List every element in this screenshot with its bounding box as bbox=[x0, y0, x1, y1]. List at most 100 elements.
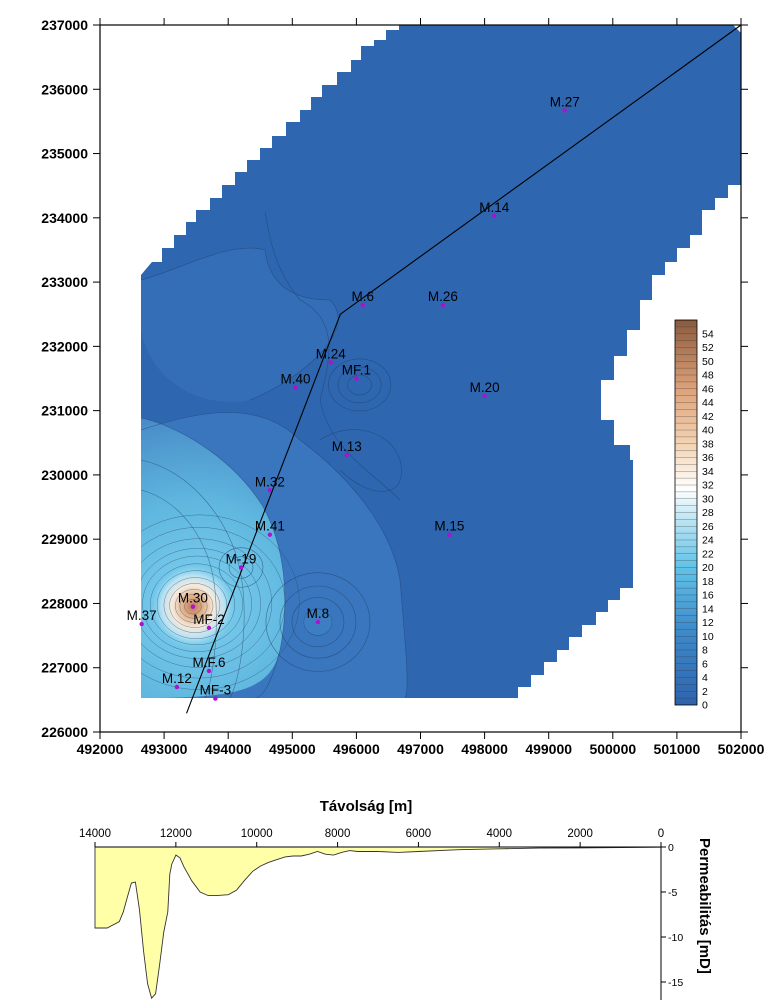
profile-plot-area bbox=[95, 847, 661, 1000]
colorbar-label: 10 bbox=[702, 631, 714, 643]
well-label: M.41 bbox=[255, 519, 285, 534]
well-label: M.26 bbox=[428, 289, 458, 304]
y-tick-label: 226000 bbox=[41, 724, 88, 740]
well-marker: M.30 bbox=[178, 591, 208, 609]
colorbar-label: 18 bbox=[702, 576, 714, 588]
colorbar-label: 20 bbox=[702, 562, 714, 574]
profile-area bbox=[94, 846, 662, 1000]
well-dot bbox=[354, 376, 359, 381]
profile-y-axis: 0 -5 -10 -15 bbox=[661, 842, 683, 989]
y-tick-label: 229000 bbox=[41, 531, 88, 547]
well-label: M.24 bbox=[316, 346, 347, 361]
profile-x-tick-label: 12000 bbox=[160, 828, 192, 840]
well-dot bbox=[562, 108, 567, 113]
x-tick-label: 498000 bbox=[461, 741, 508, 757]
colorbar-label: 2 bbox=[702, 686, 708, 698]
well-marker: M.15 bbox=[434, 519, 464, 537]
well-dot bbox=[206, 625, 212, 631]
y-tick-label: 230000 bbox=[41, 467, 88, 483]
well-label: M.6 bbox=[352, 289, 375, 304]
profile-x-tick-label: 2000 bbox=[567, 828, 593, 840]
x-tick-label: 493000 bbox=[141, 741, 188, 757]
colorbar: 0246810121416182022242628303234363840424… bbox=[674, 319, 714, 712]
profile-x-label: Távolság [m] bbox=[320, 798, 413, 815]
x-tick-label: 499000 bbox=[525, 741, 572, 757]
well-dot bbox=[315, 619, 321, 625]
colorbar-label: 4 bbox=[702, 672, 708, 684]
well-marker: M.6 bbox=[352, 289, 375, 308]
colorbar-label: 16 bbox=[702, 590, 714, 602]
y-tick-label: 233000 bbox=[41, 274, 88, 290]
colorbar-label: 6 bbox=[702, 658, 708, 670]
well-dot bbox=[174, 684, 180, 690]
well-label: M.37 bbox=[127, 608, 157, 623]
well-dot bbox=[267, 532, 273, 537]
well-label: MF-2 bbox=[193, 612, 225, 627]
well-dot bbox=[482, 393, 487, 399]
colorbar-label: 32 bbox=[702, 480, 714, 492]
well-dot bbox=[190, 604, 196, 609]
well-label: M.15 bbox=[434, 519, 464, 534]
well-marker: M.27 bbox=[550, 94, 580, 113]
well-marker: M.12 bbox=[162, 671, 192, 690]
colorbar-label: 30 bbox=[702, 493, 714, 505]
well-marker: M.26 bbox=[428, 289, 458, 308]
profile-x-tick-label: 6000 bbox=[406, 828, 432, 840]
profile-y-tick-label: -15 bbox=[668, 977, 683, 989]
colorbar-label: 36 bbox=[702, 452, 714, 464]
well-dot bbox=[238, 565, 244, 570]
well-label: M.8 bbox=[307, 606, 330, 621]
well-marker: M.8 bbox=[307, 606, 330, 625]
well-dot bbox=[440, 303, 446, 308]
well-marker: MF-3 bbox=[200, 683, 232, 701]
well-label: M.12 bbox=[162, 671, 192, 686]
colorbar-label: 0 bbox=[702, 700, 708, 712]
profile-x-axis: 14000 12000 10000 8000 6000 4000 2000 0 bbox=[79, 828, 664, 847]
well-dot bbox=[492, 213, 497, 219]
well-marker: M.32 bbox=[255, 474, 285, 493]
well-marker: M-19 bbox=[226, 551, 256, 570]
well-marker: M.41 bbox=[255, 519, 285, 537]
y-tick-label: 227000 bbox=[41, 660, 88, 676]
well-label: MF-3 bbox=[200, 683, 232, 698]
colorbar-label: 14 bbox=[702, 603, 714, 615]
well-label: M.F.6 bbox=[192, 655, 225, 670]
well-dot bbox=[213, 696, 218, 701]
colorbar-label: 28 bbox=[702, 507, 714, 519]
profile-x-tick-label: 0 bbox=[658, 828, 664, 840]
y-tick-label: 237000 bbox=[41, 17, 88, 33]
profile-chart: 14000 12000 10000 8000 6000 4000 2000 0 0 -5 -10 -… bbox=[79, 798, 713, 1000]
y-tick-label: 228000 bbox=[41, 595, 88, 611]
colorbar-label: 44 bbox=[702, 397, 714, 409]
colorbar-label: 52 bbox=[702, 342, 714, 354]
colorbar-label: 22 bbox=[702, 548, 714, 560]
well-dot bbox=[293, 385, 298, 390]
profile-y-tick-label: 0 bbox=[668, 842, 674, 854]
colorbar-label: 24 bbox=[702, 535, 714, 547]
well-marker: M.13 bbox=[332, 439, 362, 458]
well-label: M.40 bbox=[280, 371, 310, 386]
well-marker: MF.1 bbox=[342, 363, 371, 381]
profile-y-tick-label: -5 bbox=[668, 887, 677, 899]
well-label: M.27 bbox=[550, 94, 580, 109]
well-marker: M.F.6 bbox=[192, 655, 225, 674]
y-tick-label: 231000 bbox=[41, 403, 88, 419]
well-markers: M.27 M.14 M.6 M.26 M.24 MF.1 M.40 M.20 M.13 M.32 M… bbox=[127, 94, 580, 701]
profile-y-tick-label: -10 bbox=[668, 932, 683, 944]
x-tick-label: 495000 bbox=[269, 741, 316, 757]
colorbar-label: 48 bbox=[702, 370, 714, 382]
well-marker: M.24 bbox=[316, 346, 347, 365]
well-dot bbox=[206, 668, 212, 674]
colorbar-label: 42 bbox=[702, 411, 714, 423]
colorbar-label: 12 bbox=[702, 617, 714, 629]
well-label: M.20 bbox=[470, 380, 500, 395]
well-label: MF.1 bbox=[342, 363, 371, 378]
x-tick-label: 494000 bbox=[205, 741, 252, 757]
well-label: M.13 bbox=[332, 439, 362, 454]
well-label: M.32 bbox=[255, 474, 285, 489]
colorbar-label: 54 bbox=[702, 328, 714, 340]
y-tick-label: 234000 bbox=[41, 210, 88, 226]
x-tick-label: 500000 bbox=[589, 741, 636, 757]
well-label: M.30 bbox=[178, 591, 208, 606]
